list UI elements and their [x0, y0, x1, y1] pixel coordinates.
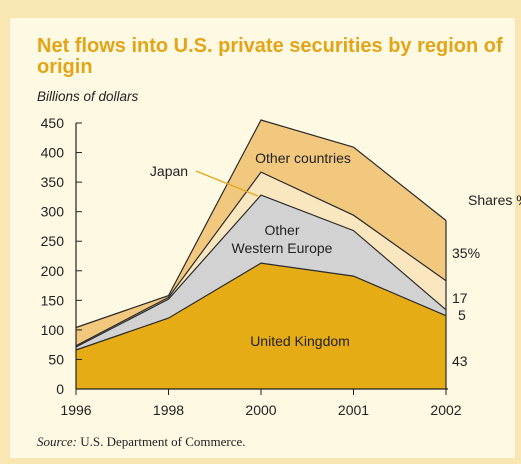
x-tick-label: 1996	[60, 402, 91, 418]
y-tick-label: 250	[41, 233, 65, 249]
y-tick-label: 450	[41, 115, 65, 131]
label-united-kingdom: United Kingdom	[250, 333, 350, 349]
series-line-japan	[75, 171, 447, 347]
source-label: Source:	[37, 434, 77, 449]
share-label: 35%	[452, 245, 480, 261]
y-tick-label: 300	[41, 204, 65, 220]
label-other-countries: Other countries	[255, 150, 351, 166]
source-text: U.S. Department of Commerce.	[80, 434, 246, 449]
series-line-other-countries	[75, 119, 447, 329]
x-tick-label: 2001	[338, 402, 369, 418]
y-tick-label: 350	[41, 174, 65, 190]
series-line-other-western-europe	[75, 194, 447, 348]
y-axis-unit-label: Billions of dollars	[37, 89, 139, 104]
label-other-western-europe-line1: Other	[264, 222, 299, 238]
share-label: 17	[452, 290, 468, 306]
shares-heading: Shares %	[468, 192, 521, 208]
y-tick-label: 100	[41, 322, 65, 338]
x-tick-label: 1998	[153, 402, 184, 418]
x-tick-label: 2002	[430, 402, 461, 418]
chart-title: Net flows into U.S. private securities b…	[37, 35, 503, 78]
area-other-western-europe	[76, 195, 446, 350]
area-other-countries	[76, 120, 446, 346]
y-tick-label: 50	[48, 351, 64, 367]
source-note: Source: U.S. Department of Commerce.	[37, 434, 246, 450]
y-tick-label: 0	[56, 381, 64, 397]
y-tick-label: 200	[41, 263, 65, 279]
x-tick-label: 2000	[245, 402, 276, 418]
label-japan: Japan	[150, 163, 188, 179]
y-tick-label: 150	[41, 292, 65, 308]
japan-leader-line	[195, 170, 259, 197]
share-label: 5	[458, 307, 466, 323]
y-tick-label: 400	[41, 145, 65, 161]
area-united-kingdom	[76, 263, 446, 389]
share-label: 43	[452, 353, 468, 369]
label-other-western-europe-line2: Western Europe	[232, 240, 333, 256]
series-line-united-kingdom	[75, 262, 447, 351]
